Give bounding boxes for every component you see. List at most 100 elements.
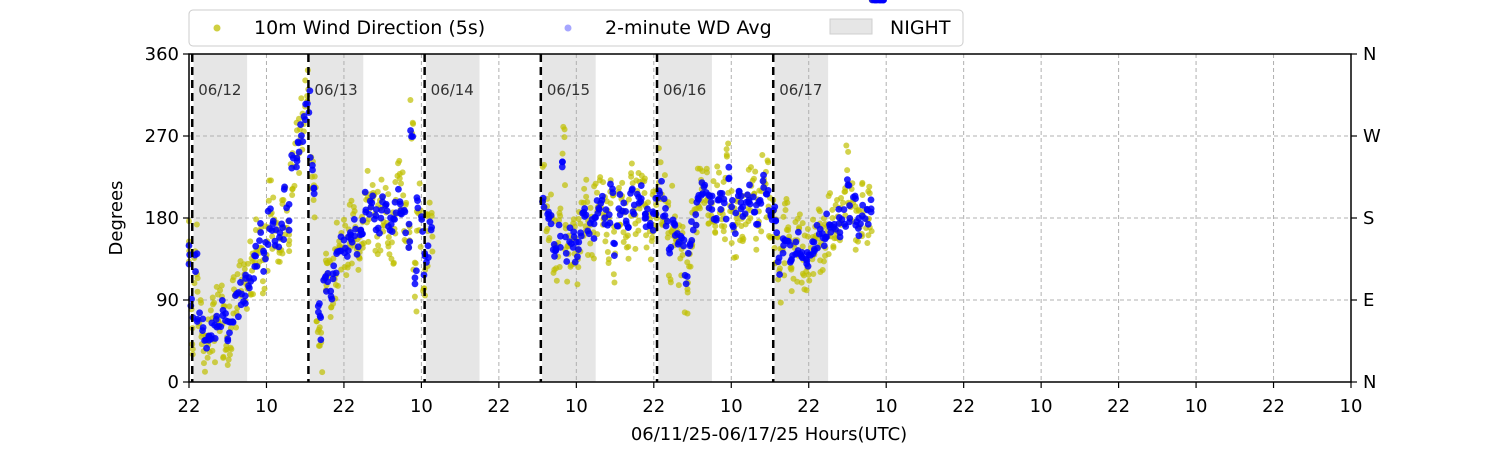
avg-data-point [722, 215, 730, 223]
wind-data-point [624, 232, 631, 239]
wind-data-point [378, 176, 385, 183]
avg-data-point [662, 205, 669, 212]
wind-data-point [229, 277, 236, 284]
wind-data-point [583, 193, 590, 200]
avg-data-point [575, 246, 582, 253]
avg-data-point [661, 212, 669, 219]
wind-data-point [782, 207, 789, 214]
avg-data-point [280, 236, 288, 243]
wind-data-point [588, 252, 595, 259]
avg-data-point [602, 206, 610, 214]
avg-data-point [379, 193, 386, 201]
wind-data-point [641, 175, 648, 182]
avg-data-point [843, 176, 851, 184]
avg-data-point [224, 335, 232, 343]
wind-data-point [625, 196, 632, 203]
wind-data-point [400, 192, 407, 199]
avg-data-point [275, 243, 283, 251]
avg-data-point [707, 198, 715, 206]
wind-data-point [330, 255, 337, 262]
wind-data-point [868, 228, 875, 235]
avg-data-point [684, 249, 692, 257]
avg-data-point [622, 208, 629, 215]
avg-data-point [226, 329, 233, 337]
avg-data-point [396, 198, 404, 206]
wind-data-point [578, 199, 585, 206]
avg-data-point [299, 138, 307, 145]
y-right-tick-label: S [1363, 208, 1374, 229]
wind-data-point [351, 208, 358, 215]
wind-data-point [365, 238, 372, 245]
avg-data-point [368, 199, 376, 207]
wind-data-point [428, 209, 435, 216]
wind-data-point [594, 189, 601, 196]
avg-data-point [240, 298, 247, 305]
avg-data-point [610, 239, 618, 247]
wind-data-point [641, 190, 648, 197]
wind-data-point [781, 260, 788, 267]
wind-data-point [728, 240, 735, 247]
legend-label: 2-minute WD Avg [605, 17, 772, 39]
wind-data-point [628, 173, 635, 180]
wind-data-point [842, 188, 849, 195]
wind-data-point [403, 199, 410, 206]
avg-data-point [414, 204, 422, 212]
avg-data-point [842, 223, 850, 230]
wind-data-point [840, 199, 847, 206]
avg-data-point [814, 244, 821, 252]
avg-data-point [880, 0, 887, 4]
wind-data-point [426, 199, 433, 206]
wind-data-point [209, 294, 216, 301]
avg-data-point [402, 229, 410, 237]
wind-data-point [323, 250, 330, 257]
avg-data-point [754, 220, 762, 228]
avg-data-point [729, 197, 736, 204]
wind-data-point [815, 206, 822, 213]
wind-data-point [559, 150, 566, 157]
y-right-tick-label: E [1363, 290, 1374, 311]
legend-label: NIGHT [890, 17, 951, 39]
wind-data-point [669, 182, 676, 189]
avg-data-point [359, 216, 367, 224]
avg-data-point [776, 271, 784, 278]
wind-data-point [699, 168, 706, 175]
wind-data-point [838, 194, 845, 201]
avg-data-point [388, 228, 396, 235]
wind-data-point [679, 223, 686, 230]
avg-data-point [666, 249, 674, 257]
avg-data-point [759, 177, 767, 185]
wind-data-point [854, 238, 861, 245]
avg-data-point [804, 262, 812, 270]
wind-data-point [385, 191, 392, 198]
wind-data-point [783, 196, 790, 203]
x-tick-label: 22 [1107, 396, 1130, 417]
wind-data-point [234, 271, 241, 278]
avg-data-point [317, 314, 325, 322]
wind-data-point [244, 260, 251, 267]
wind-data-point [364, 167, 371, 174]
wind-data-point [577, 220, 584, 227]
avg-data-point [310, 185, 318, 192]
wind-data-point [270, 194, 277, 201]
day-marker-label: 06/13 [314, 81, 357, 99]
avg-data-point [395, 185, 402, 193]
avg-data-point [203, 344, 210, 352]
wind-data-point [610, 271, 617, 278]
wind-data-point [333, 219, 340, 226]
avg-data-point [744, 191, 751, 199]
wind-data-point [413, 308, 420, 315]
wind-data-point [340, 216, 347, 223]
avg-data-point [857, 220, 864, 228]
avg-data-point [737, 192, 745, 200]
avg-data-point [732, 209, 740, 217]
day-marker-label: 06/16 [663, 81, 706, 99]
avg-data-point [644, 205, 651, 213]
avg-data-point [199, 315, 207, 323]
wind-data-point [728, 188, 735, 195]
avg-data-point [773, 229, 781, 237]
wind-data-point [750, 175, 757, 182]
avg-data-point [629, 208, 637, 216]
wind-data-point [603, 231, 610, 238]
avg-data-point [689, 226, 697, 234]
wind-data-point [712, 228, 719, 235]
